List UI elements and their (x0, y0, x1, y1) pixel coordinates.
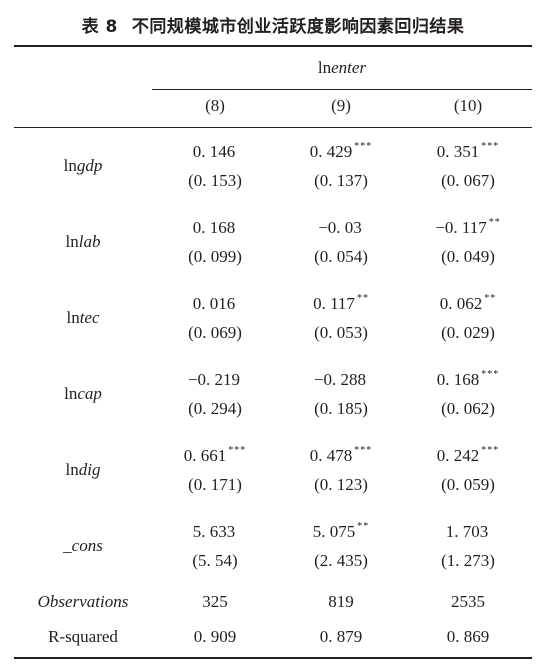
coef-cell: −0. 219 (187, 370, 241, 389)
row-label-lnlab: lnlab (65, 232, 101, 251)
stat-cell: 325 (202, 592, 228, 611)
coef-cell: 0. 062 ** (439, 293, 497, 313)
coef-cell: 0. 146 (192, 142, 236, 161)
column-header-9: (9) (331, 96, 351, 115)
coef-cell: 0. 661 *** (183, 445, 247, 465)
se-cell: (0. 123) (314, 475, 368, 494)
coef-cell: 0. 016 (192, 294, 236, 313)
coef-cell: 0. 242 *** (436, 445, 500, 465)
header-span-rule (152, 89, 532, 90)
dependent-variable-header: lnenter (317, 58, 367, 77)
se-cell: (0. 029) (441, 323, 495, 342)
coef-cell: −0. 117 ** (435, 217, 501, 237)
se-cell: (0. 059) (441, 475, 495, 494)
column-header-10: (10) (453, 96, 483, 115)
header-rule (14, 127, 532, 128)
row-label-lntec: lntec (66, 308, 100, 327)
coef-cell: 0. 168 (192, 218, 236, 237)
top-rule (14, 45, 532, 47)
column-header-8: (8) (205, 96, 225, 115)
coef-cell: 5. 633 (192, 522, 236, 541)
se-cell: (5. 54) (192, 551, 238, 570)
coef-cell: 0. 351 *** (436, 141, 500, 161)
coef-cell: 5. 075 ** (312, 521, 370, 541)
se-cell: (0. 067) (441, 171, 495, 190)
stat-cell: 819 (328, 592, 354, 611)
row-label-observations: Observations (37, 592, 129, 611)
table-title: 不同规模城市创业活跃度影响因素回归结果 (131, 17, 465, 37)
table-number: 表 8 (81, 17, 118, 37)
coef-cell: −0. 288 (313, 370, 367, 389)
row-label-cons: _cons (63, 536, 103, 555)
se-cell: (0. 069) (188, 323, 242, 342)
stat-cell: 0. 909 (193, 627, 237, 646)
coef-cell: 0. 478 *** (309, 445, 373, 465)
coef-cell: −0. 03 (318, 218, 362, 237)
se-cell: (1. 273) (441, 551, 495, 570)
row-label-lngdp: lngdp (63, 156, 103, 175)
se-cell: (0. 099) (188, 247, 242, 266)
stat-cell: 2535 (451, 592, 485, 611)
coef-cell: 1. 703 (445, 522, 489, 541)
se-cell: (2. 435) (314, 551, 368, 570)
table-caption: 表 8 不同规模城市创业活跃度影响因素回归结果 (0, 12, 546, 37)
se-cell: (0. 153) (188, 171, 242, 190)
se-cell: (0. 049) (441, 247, 495, 266)
se-cell: (0. 185) (314, 399, 368, 418)
stat-cell: 0. 879 (319, 627, 363, 646)
se-cell: (0. 137) (314, 171, 368, 190)
se-cell: (0. 294) (188, 399, 242, 418)
se-cell: (0. 171) (188, 475, 242, 494)
bottom-rule (14, 657, 532, 659)
row-label-lndig: lndig (65, 460, 101, 479)
coef-cell: 0. 117 ** (313, 293, 369, 313)
se-cell: (0. 062) (441, 399, 495, 418)
se-cell: (0. 053) (314, 323, 368, 342)
stat-cell: 0. 869 (446, 627, 490, 646)
coef-cell: 0. 429 *** (309, 141, 373, 161)
row-label-lncap: lncap (64, 384, 102, 403)
se-cell: (0. 054) (314, 247, 368, 266)
coef-cell: 0. 168 *** (436, 369, 500, 389)
row-label-r-squared: R-squared (48, 627, 118, 646)
